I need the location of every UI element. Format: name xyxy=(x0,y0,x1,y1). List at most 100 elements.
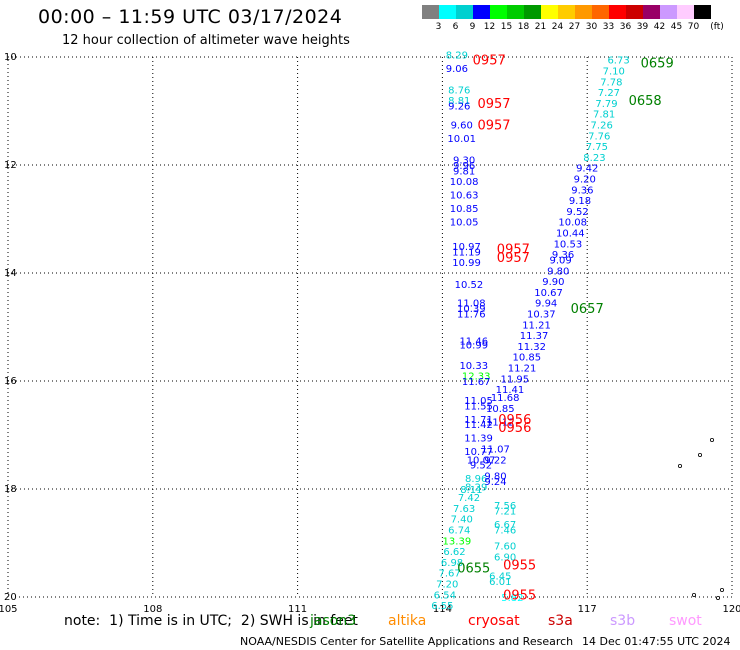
data-point-label: 9.06 xyxy=(446,64,468,75)
data-point-label: 10.53 xyxy=(554,239,583,250)
data-point-label: 11.39 xyxy=(464,434,493,445)
color-swatch xyxy=(643,5,660,19)
y-tick-label: 14 xyxy=(4,268,17,279)
data-point-label: 8.96 xyxy=(465,474,487,485)
data-point-label: 9.94 xyxy=(535,299,557,310)
pass-time-label: 0956 xyxy=(498,421,531,436)
chart-subtitle: 12 hour collection of altimeter wave hei… xyxy=(62,33,350,48)
pass-time-label: 0955 xyxy=(503,588,536,603)
data-point-label: 11.67 xyxy=(462,377,491,388)
color-swatch xyxy=(422,5,439,19)
data-point-label: 11.05 xyxy=(464,396,493,407)
data-point-label: 11.08 xyxy=(457,299,486,310)
data-point-label: 10.97 xyxy=(452,242,481,253)
data-point-label: 10.39 xyxy=(457,304,486,315)
data-point-label: 9.52 xyxy=(566,207,588,218)
data-point-label: 7.81 xyxy=(593,110,615,121)
data-point-label: 10.63 xyxy=(450,191,479,202)
data-point-label: 11.21 xyxy=(508,364,537,375)
island-outline xyxy=(710,437,715,442)
y-tick-label: 12 xyxy=(4,160,17,171)
data-point-label: 10.77 xyxy=(464,447,493,458)
color-scale-label: 39 xyxy=(636,22,649,32)
data-point-label: 10.07 xyxy=(467,455,496,466)
pass-time-label: 0957 xyxy=(473,54,506,69)
color-swatch xyxy=(490,5,507,19)
pass-time-label: 0955 xyxy=(503,559,536,574)
satellite-legend-altika: altika xyxy=(388,613,427,629)
color-scale-label: 21 xyxy=(534,22,547,32)
data-point-label: 7.78 xyxy=(600,77,622,88)
island-outline xyxy=(698,452,703,457)
data-point-label: 7.75 xyxy=(586,142,608,153)
color-scale-label: 30 xyxy=(585,22,598,32)
color-swatch xyxy=(541,5,558,19)
generated-timestamp: 14 Dec 01:47:55 UTC 2024 xyxy=(582,635,731,648)
pass-time-label: 0957 xyxy=(477,119,510,134)
color-scale-label: 27 xyxy=(568,22,581,32)
y-tick-label: 20 xyxy=(4,592,17,603)
data-point-label: 9.09 xyxy=(550,256,572,267)
data-point-label: 8.76 xyxy=(448,85,470,96)
color-swatch xyxy=(592,5,609,19)
data-point-label: 10.08 xyxy=(450,177,479,188)
data-point-label: 8.29 xyxy=(465,482,487,493)
satellite-legend-s3b: s3b xyxy=(610,613,636,629)
data-point-label: 11.68 xyxy=(491,393,520,404)
data-point-label: 9.18 xyxy=(569,196,591,207)
x-tick-label: 120 xyxy=(722,604,740,615)
data-point-label: 11.95 xyxy=(500,374,529,385)
footer-note: note: 1) Time is in UTC; 2) SWH is in fe… xyxy=(64,613,358,629)
data-point-label: 11.19 xyxy=(452,247,481,258)
color-swatch xyxy=(456,5,473,19)
pass-time-label: 0655 xyxy=(457,561,490,576)
data-point-label: 8.11 xyxy=(460,485,482,496)
data-point-label: 12.33 xyxy=(462,372,491,383)
data-point-label: 7.63 xyxy=(453,504,475,515)
data-point-label: 5.82 xyxy=(501,593,523,604)
pass-time-label: 0659 xyxy=(641,56,674,71)
data-point-label: 9.36 xyxy=(552,250,574,261)
data-point-label: 10.99 xyxy=(459,340,488,351)
color-swatch xyxy=(558,5,575,19)
color-swatch xyxy=(660,5,677,19)
color-swatch xyxy=(609,5,626,19)
data-point-label: 10.99 xyxy=(452,258,481,269)
color-scale-label: 3 xyxy=(435,22,442,32)
data-point-label: 8.29 xyxy=(446,50,468,61)
x-tick-label: 114 xyxy=(433,604,452,615)
data-point-label: 9.24 xyxy=(484,477,506,488)
chart-title: 00:00 – 11:59 UTC 03/17/2024 xyxy=(38,6,343,28)
data-point-label: 6.73 xyxy=(607,56,629,67)
island-outline xyxy=(720,588,725,593)
data-point-label: 9.81 xyxy=(453,166,475,177)
y-tick-label: 16 xyxy=(4,376,17,387)
color-swatch xyxy=(473,5,490,19)
data-point-label: 9.20 xyxy=(574,175,596,186)
y-tick-label: 10 xyxy=(4,52,17,63)
color-swatch xyxy=(439,5,456,19)
color-scale-label: 18 xyxy=(517,22,530,32)
color-scale-label: 42 xyxy=(653,22,666,32)
color-swatch xyxy=(626,5,643,19)
data-point-label: 11.55 xyxy=(464,401,493,412)
data-point-label: 8.81 xyxy=(448,96,470,107)
data-point-label: 7.40 xyxy=(451,515,473,526)
pass-time-label: 0957 xyxy=(497,251,530,266)
data-point-label: 9.36 xyxy=(571,185,593,196)
data-point-label: 11.71 xyxy=(464,415,493,426)
data-point-label: 7.56 xyxy=(494,501,516,512)
data-point-label: 9.52 xyxy=(470,461,492,472)
pass-time-label: 0956 xyxy=(498,413,531,428)
data-point-label: 10.37 xyxy=(527,310,556,321)
data-point-label: 7.79 xyxy=(595,99,617,110)
island-outline xyxy=(678,463,683,468)
data-point-label: 7.26 xyxy=(591,121,613,132)
data-point-label: 10.85 xyxy=(513,353,542,364)
data-point-label: 7.20 xyxy=(436,580,458,591)
satellite-legend-cryosat: cryosat xyxy=(468,613,520,629)
data-point-label: 10.05 xyxy=(450,218,479,229)
pass-time-label: 0657 xyxy=(571,302,604,317)
color-scale-label: 15 xyxy=(500,22,513,32)
